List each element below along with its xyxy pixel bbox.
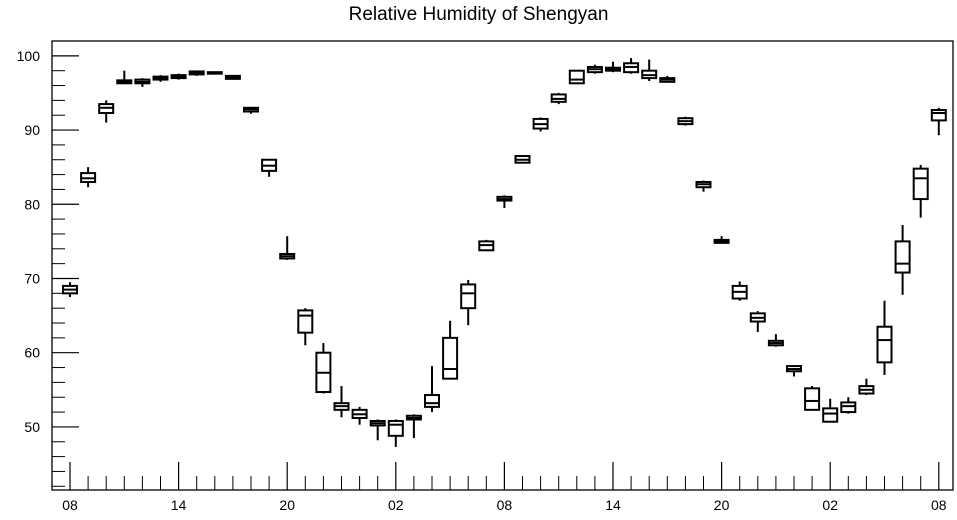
box-43 [840, 397, 857, 414]
box-17 [369, 419, 386, 441]
box-47 [912, 164, 929, 218]
box-10 [243, 106, 259, 114]
box-body [912, 167, 929, 201]
box-25 [514, 155, 531, 164]
box-0 [62, 282, 78, 298]
box-11 [261, 158, 278, 177]
box-body [460, 283, 477, 310]
box-36 [713, 236, 730, 244]
box-23 [478, 239, 495, 252]
x-tick-label: 14 [171, 497, 187, 513]
box-body [297, 309, 314, 334]
box-19 [405, 414, 422, 439]
box-2 [98, 100, 115, 123]
box-body [894, 240, 911, 274]
box-29 [586, 64, 603, 74]
x-tick-label: 08 [497, 497, 513, 513]
box-40 [786, 365, 802, 377]
box-16 [351, 406, 368, 425]
box-39 [767, 334, 784, 347]
box-body [387, 419, 404, 437]
box-28 [568, 69, 585, 85]
box-24 [496, 195, 513, 208]
box-42 [822, 398, 839, 423]
box-series [62, 58, 947, 447]
x-tick-label: 20 [714, 497, 730, 513]
box-35 [695, 180, 712, 192]
box-31 [623, 58, 640, 74]
box-7 [188, 70, 205, 76]
x-tick-label: 08 [62, 497, 78, 513]
y-tick-label: 90 [24, 122, 40, 138]
box-body [568, 69, 585, 85]
box-body [822, 407, 839, 423]
box-37 [731, 281, 748, 301]
box-20 [424, 366, 440, 413]
box-body [442, 336, 459, 380]
x-tick-label: 20 [279, 497, 295, 513]
box-1 [80, 167, 97, 188]
box-30 [605, 61, 621, 73]
box-body [876, 325, 893, 364]
box-14 [315, 343, 332, 394]
chart-title: Relative Humidity of Shengyan [348, 4, 609, 25]
x-tick-label: 02 [388, 497, 404, 513]
box-32 [641, 59, 658, 82]
plot-frame [51, 40, 954, 491]
box-33 [659, 75, 676, 83]
x-tick-label: 02 [822, 497, 838, 513]
box-body [804, 387, 821, 411]
box-21 [442, 320, 459, 380]
box-15 [333, 386, 350, 418]
box-48 [930, 107, 947, 136]
box-44 [858, 378, 875, 396]
box-41 [804, 386, 821, 411]
box-46 [894, 225, 911, 295]
box-27 [550, 92, 567, 105]
box-18 [387, 419, 404, 447]
box-3 [116, 70, 133, 85]
y-tick-label: 50 [24, 419, 40, 435]
x-tick-label: 08 [931, 497, 947, 513]
box-4 [134, 78, 151, 88]
axes: 50 60 70 80 90 100 08 14 20 02 08 14 20 02 08 [17, 40, 954, 513]
box-8 [206, 71, 223, 75]
box-13 [297, 308, 314, 346]
box-body [930, 109, 947, 122]
y-tick-label: 100 [17, 48, 41, 64]
x-tick-label: 14 [605, 497, 621, 513]
box-9 [224, 74, 241, 80]
y-tick-label: 60 [24, 345, 40, 361]
box-6 [170, 73, 187, 80]
box-26 [532, 117, 549, 132]
box-22 [460, 279, 477, 326]
box-45 [876, 300, 893, 375]
box-5 [152, 75, 169, 82]
y-tick-label: 70 [24, 270, 40, 286]
box-34 [677, 116, 694, 126]
box-body [424, 394, 440, 408]
box-body [840, 401, 857, 414]
y-tick-label: 80 [24, 196, 40, 212]
box-38 [749, 311, 766, 332]
box-12 [279, 236, 296, 260]
